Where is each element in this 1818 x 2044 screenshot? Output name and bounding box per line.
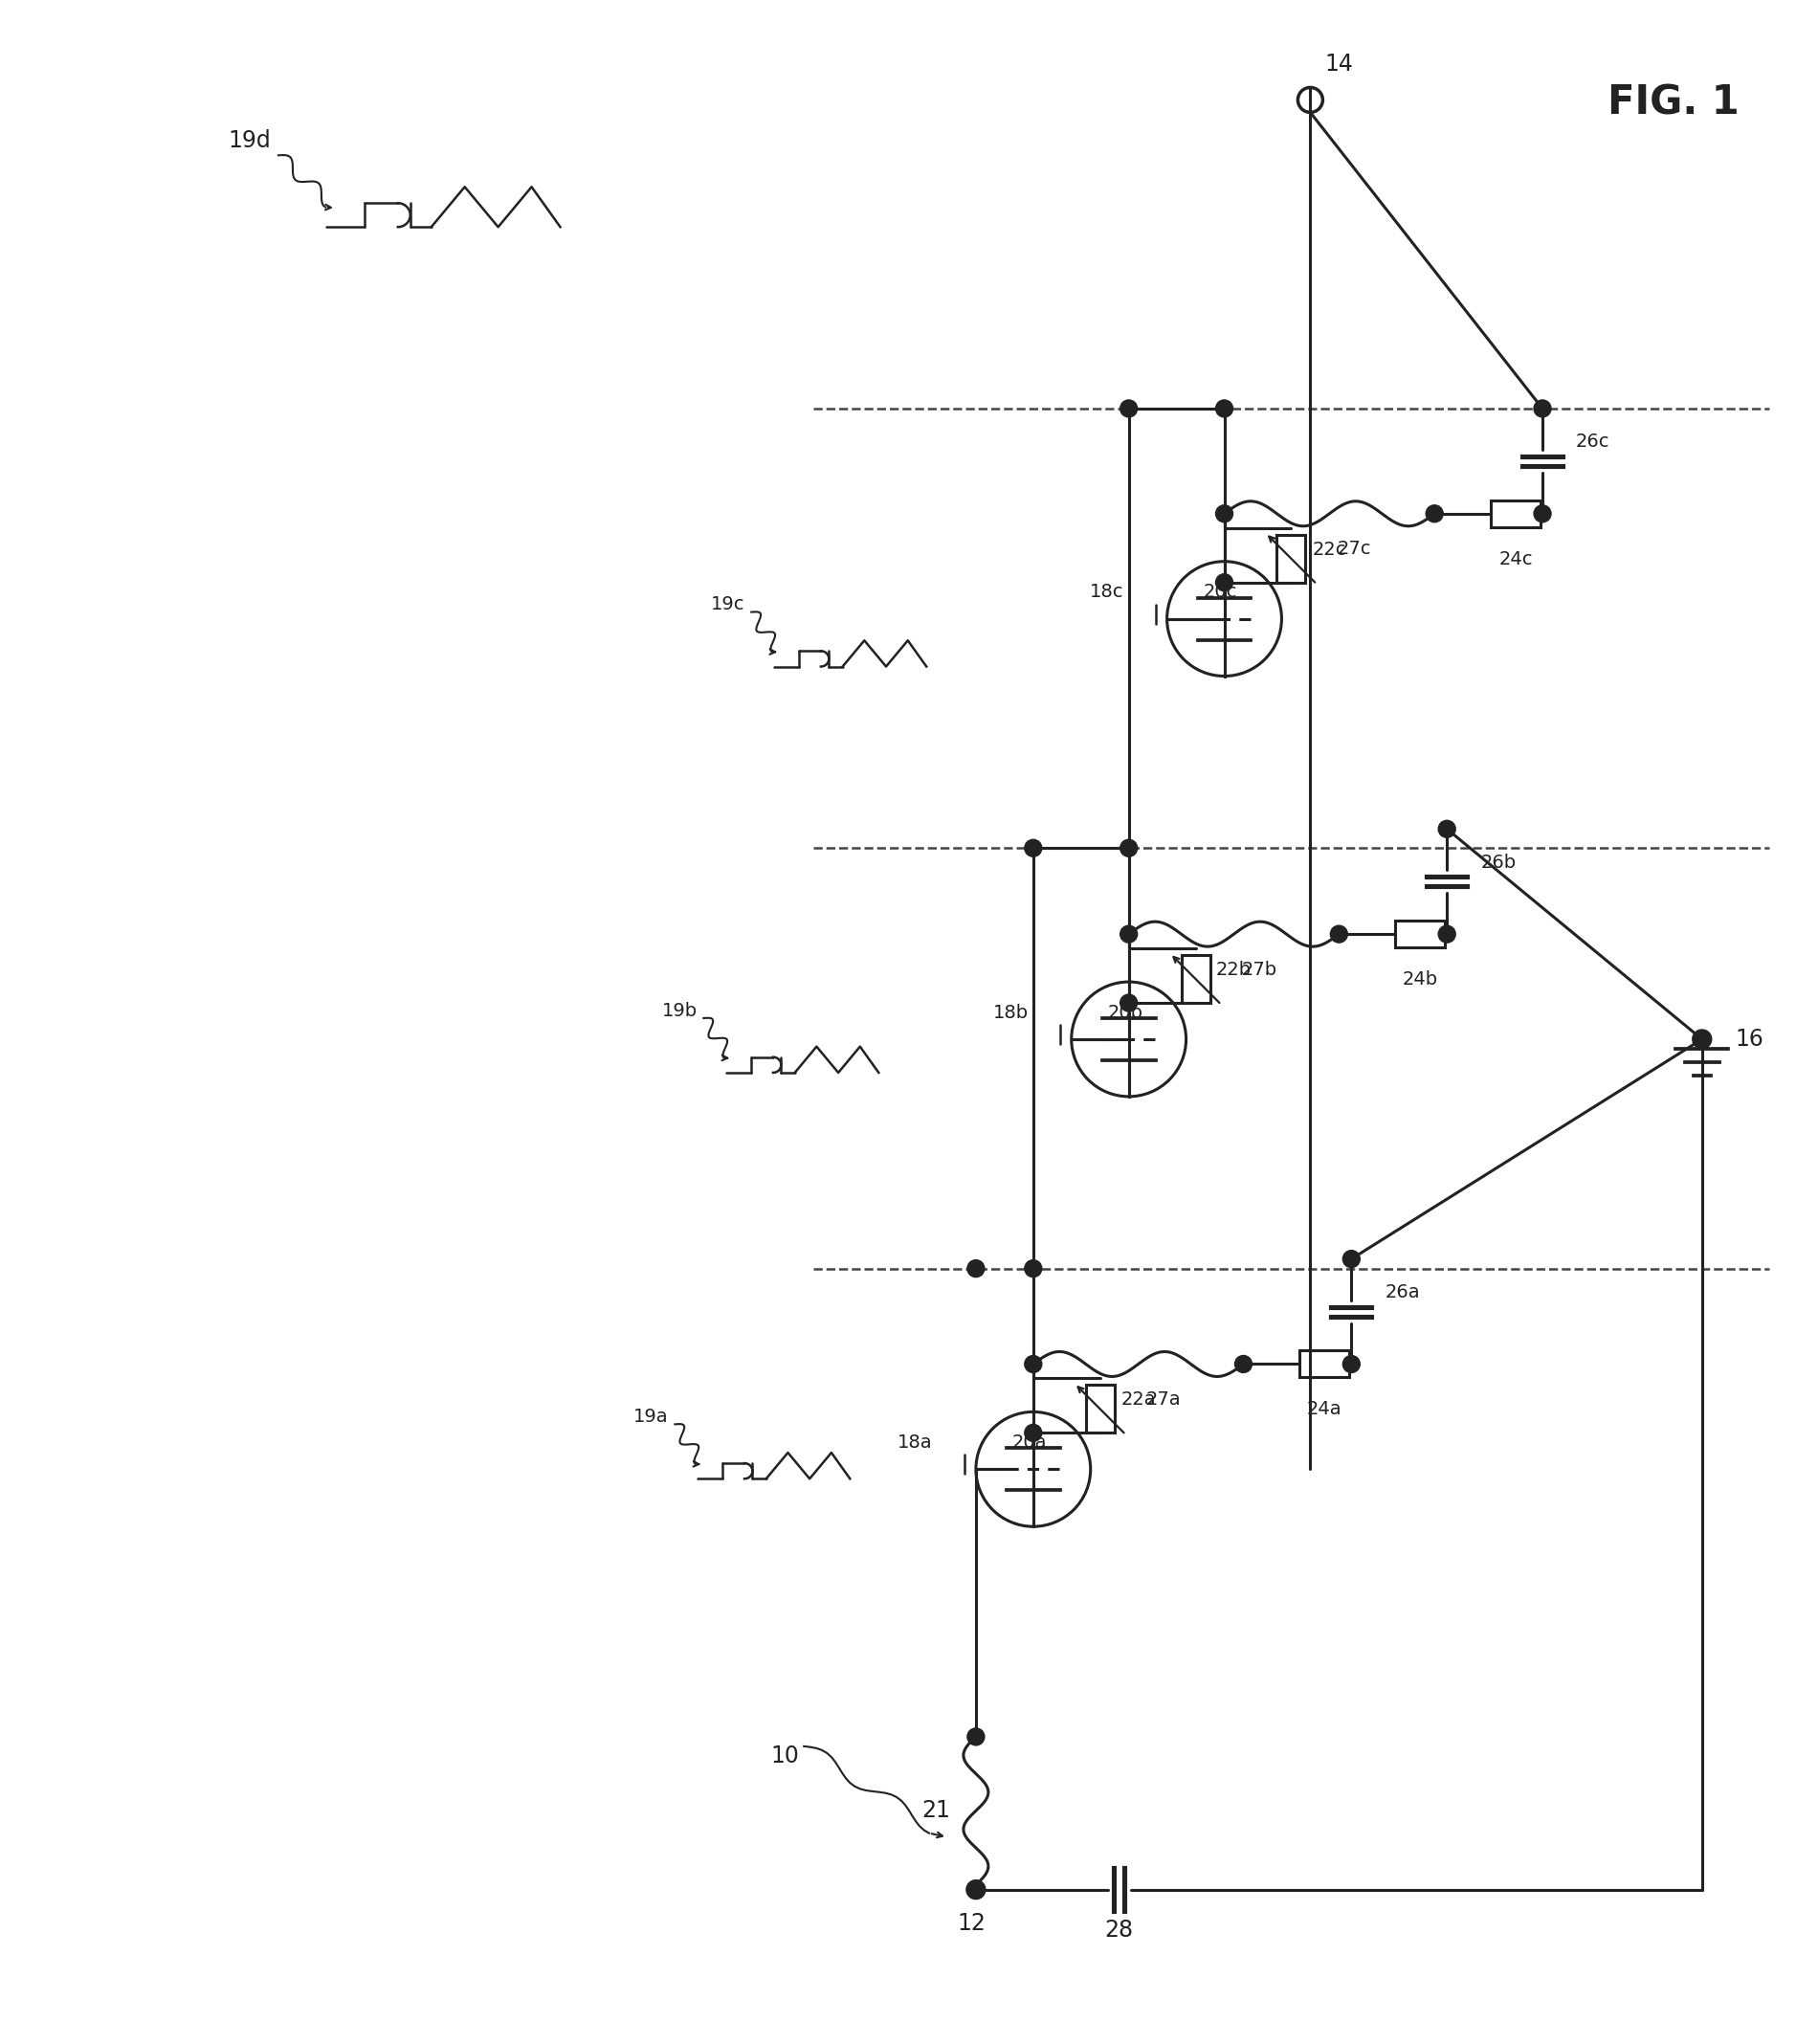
Text: 16: 16 (1736, 1028, 1763, 1051)
Circle shape (967, 1727, 985, 1746)
Circle shape (1693, 1030, 1711, 1049)
Text: 26a: 26a (1385, 1284, 1420, 1302)
Bar (1491, 501, 1540, 527)
Text: 19c: 19c (711, 595, 744, 613)
Text: 10: 10 (771, 1744, 800, 1768)
Text: 20a: 20a (1013, 1433, 1047, 1451)
Bar (1300, 1351, 1349, 1378)
Circle shape (1025, 1355, 1042, 1374)
Text: 22a: 22a (1120, 1390, 1156, 1408)
Bar (1182, 955, 1211, 1004)
Text: 24b: 24b (1402, 971, 1438, 989)
Text: 19a: 19a (633, 1408, 669, 1427)
Circle shape (1534, 401, 1551, 417)
Circle shape (1025, 1259, 1042, 1278)
Circle shape (1234, 1355, 1253, 1374)
Circle shape (967, 1880, 985, 1899)
Text: FIG. 1: FIG. 1 (1607, 82, 1740, 123)
Bar (1085, 1386, 1114, 1433)
Text: 18a: 18a (898, 1433, 933, 1451)
Circle shape (1120, 840, 1138, 856)
Text: 26b: 26b (1480, 852, 1516, 871)
Text: 27b: 27b (1242, 961, 1276, 979)
Text: 27a: 27a (1145, 1390, 1182, 1408)
Circle shape (1216, 505, 1233, 523)
Circle shape (1344, 1251, 1360, 1267)
Circle shape (1344, 1355, 1360, 1374)
Circle shape (1120, 401, 1138, 417)
Circle shape (1025, 840, 1042, 856)
Circle shape (1120, 926, 1138, 942)
Text: 27c: 27c (1336, 540, 1371, 558)
Bar (1276, 536, 1305, 583)
Text: 21: 21 (922, 1799, 951, 1823)
Text: 22b: 22b (1216, 961, 1251, 979)
Bar (1396, 920, 1445, 948)
Text: 22c: 22c (1313, 540, 1347, 558)
Text: 12: 12 (956, 1911, 985, 1934)
Circle shape (1331, 926, 1347, 942)
Text: 20b: 20b (1107, 1004, 1144, 1022)
Text: 24c: 24c (1498, 550, 1533, 568)
Text: 24a: 24a (1307, 1400, 1342, 1419)
Circle shape (1216, 574, 1233, 591)
Circle shape (1438, 820, 1456, 838)
Text: 19d: 19d (229, 129, 271, 153)
Circle shape (967, 1259, 985, 1278)
Circle shape (1534, 505, 1551, 523)
Text: 20c: 20c (1204, 583, 1236, 601)
Text: 26c: 26c (1576, 433, 1611, 452)
Circle shape (1025, 1425, 1042, 1441)
Circle shape (1425, 505, 1443, 523)
Circle shape (1120, 993, 1138, 1012)
Text: 28: 28 (1105, 1917, 1134, 1942)
Circle shape (1438, 926, 1456, 942)
Text: 18c: 18c (1091, 583, 1124, 601)
Text: 14: 14 (1325, 53, 1353, 76)
Circle shape (1216, 401, 1233, 417)
Text: 19b: 19b (662, 1002, 698, 1020)
Text: 18b: 18b (993, 1004, 1029, 1022)
